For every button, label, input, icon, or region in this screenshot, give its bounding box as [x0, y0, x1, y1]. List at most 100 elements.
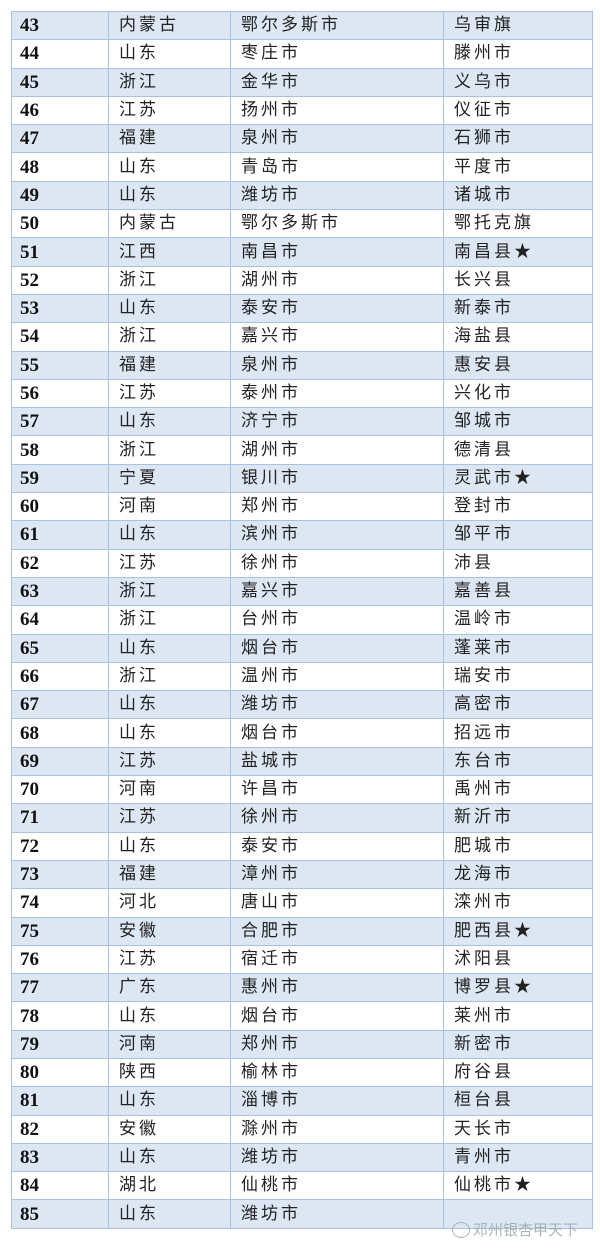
county-cell: 嘉善县: [443, 576, 593, 607]
table-row: 51 江西 南昌市 南昌县★: [11, 237, 593, 267]
table-row: 60 河南 郑州市 登封市: [11, 492, 593, 522]
county-cell: 沭阳县: [443, 944, 593, 975]
table-row: 82 安徽 滁州市 天长市: [11, 1114, 593, 1144]
rank-cell: 80: [11, 1057, 109, 1088]
county-cell: 招远市: [443, 718, 593, 748]
province-cell: 山东: [108, 407, 231, 437]
table-row: 44 山东 枣庄市 滕州市: [11, 39, 593, 69]
province-cell: 福建: [108, 350, 231, 380]
city-cell: 徐州市: [230, 803, 444, 833]
rank-cell: 81: [11, 1086, 109, 1116]
province-cell: 江苏: [108, 378, 231, 409]
province-cell: 宁夏: [108, 463, 231, 494]
county-cell: 莱州市: [443, 1001, 593, 1031]
county-cell: 天长市: [443, 1114, 593, 1144]
province-cell: 内蒙古: [108, 10, 231, 41]
rank-cell: 70: [11, 775, 109, 805]
province-cell: 河南: [108, 492, 231, 522]
province-cell: 浙江: [108, 67, 231, 97]
rank-cell: 83: [11, 1142, 109, 1173]
county-cell: 乌审旗: [443, 10, 593, 41]
county-cell: 新密市: [443, 1029, 593, 1059]
table-row: 72 山东 泰安市 肥城市: [11, 831, 593, 861]
city-cell: 扬州市: [230, 95, 444, 126]
table-row: 79 河南 郑州市 新密市: [11, 1029, 593, 1059]
county-cell: 平度市: [443, 152, 593, 182]
county-cell: 邹平市: [443, 520, 593, 550]
rank-cell: 60: [11, 492, 109, 522]
table-row: 71 江苏 徐州市 新沂市: [11, 803, 593, 833]
table-row: 49 山东 潍坊市 诸城市: [11, 180, 593, 211]
table-row: 61 山东 滨州市 邹平市: [11, 520, 593, 550]
watermark-text: 邓州银杏甲天下: [473, 1221, 579, 1239]
rank-cell: 77: [11, 973, 109, 1003]
city-cell: 金华市: [230, 67, 444, 97]
table-row: 62 江苏 徐州市 沛县: [11, 548, 593, 578]
city-cell: 潍坊市: [230, 180, 444, 211]
rank-cell: 71: [11, 803, 109, 833]
city-cell: 烟台市: [230, 1001, 444, 1031]
city-cell: 温州市: [230, 661, 444, 692]
county-cell: 新泰市: [443, 293, 593, 324]
city-cell: 潍坊市: [230, 1142, 444, 1173]
table-row: 53 山东 泰安市 新泰市: [11, 293, 593, 324]
city-cell: 滁州市: [230, 1114, 444, 1144]
city-cell: 烟台市: [230, 718, 444, 748]
province-cell: 浙江: [108, 661, 231, 692]
rank-cell: 78: [11, 1001, 109, 1031]
rank-cell: 84: [11, 1171, 109, 1201]
city-cell: 湖州市: [230, 265, 444, 295]
county-cell: 温岭市: [443, 605, 593, 635]
city-cell: 宿迁市: [230, 944, 444, 975]
city-cell: 唐山市: [230, 888, 444, 918]
city-cell: 漳州市: [230, 859, 444, 890]
province-cell: 浙江: [108, 322, 231, 352]
table-row: 80 陕西 榆林市 府谷县: [11, 1057, 593, 1088]
city-cell: 泰安市: [230, 831, 444, 861]
city-cell: 青岛市: [230, 152, 444, 182]
city-cell: 许昌市: [230, 775, 444, 805]
county-cell: 滕州市: [443, 39, 593, 69]
province-cell: 内蒙古: [108, 209, 231, 239]
county-cell: 瑞安市: [443, 661, 593, 692]
province-cell: 福建: [108, 124, 231, 154]
province-cell: 广东: [108, 973, 231, 1003]
rank-cell: 82: [11, 1114, 109, 1144]
city-cell: 仙桃市: [230, 1171, 444, 1201]
rank-cell: 55: [11, 350, 109, 380]
city-cell: 惠州市: [230, 973, 444, 1003]
table-row: 52 浙江 湖州市 长兴县: [11, 265, 593, 295]
province-cell: 江苏: [108, 944, 231, 975]
county-cell: 肥西县★: [443, 916, 593, 946]
city-cell: 潍坊市: [230, 1199, 444, 1229]
province-cell: 浙江: [108, 605, 231, 635]
rank-cell: 66: [11, 661, 109, 692]
county-cell: 惠安县: [443, 350, 593, 380]
county-cell: 龙海市: [443, 859, 593, 890]
province-cell: 江苏: [108, 95, 231, 126]
province-cell: 山东: [108, 1086, 231, 1116]
city-cell: 泉州市: [230, 124, 444, 154]
province-cell: 陕西: [108, 1057, 231, 1088]
city-cell: 盐城市: [230, 746, 444, 777]
province-cell: 山东: [108, 690, 231, 720]
county-cell: 登封市: [443, 492, 593, 522]
table-row: 45 浙江 金华市 义乌市: [11, 67, 593, 97]
rank-cell: 69: [11, 746, 109, 777]
city-cell: 烟台市: [230, 633, 444, 663]
county-cell: [443, 1199, 593, 1229]
city-cell: 台州市: [230, 605, 444, 635]
rank-cell: 54: [11, 322, 109, 352]
county-cell: 府谷县: [443, 1057, 593, 1088]
rank-cell: 57: [11, 407, 109, 437]
province-cell: 安徽: [108, 916, 231, 946]
city-cell: 鄂尔多斯市: [230, 10, 444, 41]
province-cell: 江苏: [108, 548, 231, 578]
rank-cell: 76: [11, 944, 109, 975]
county-cell: 海盐县: [443, 322, 593, 352]
wechat-icon: [452, 1221, 470, 1238]
rank-cell: 53: [11, 293, 109, 324]
city-cell: 淄博市: [230, 1086, 444, 1116]
watermark: 邓州银杏甲天下: [452, 1219, 578, 1240]
city-cell: 嘉兴市: [230, 576, 444, 607]
